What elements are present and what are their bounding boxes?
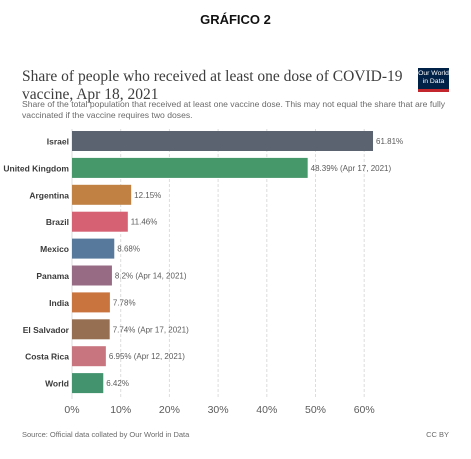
value-label: 7.74% (Apr 17, 2021): [113, 325, 189, 334]
our-world-in-data-logo[interactable]: Our World in Data: [418, 68, 449, 92]
logo-line-2: in Data: [422, 77, 445, 85]
category-label: Mexico: [40, 244, 69, 254]
bar: [72, 238, 115, 259]
category-label: Panama: [36, 271, 69, 281]
category-label: Argentina: [29, 190, 69, 200]
x-tick-label: 30%: [208, 404, 229, 416]
value-label: 8.68%: [117, 245, 140, 254]
x-tick-label: 20%: [159, 404, 180, 416]
bar: [72, 319, 110, 340]
value-label: 11.46%: [131, 218, 158, 227]
chart-subtitle: Share of the total population that recei…: [22, 99, 446, 120]
value-label: 6.42%: [106, 379, 129, 388]
category-label: Brazil: [46, 217, 69, 227]
x-tick-label: 10%: [110, 404, 131, 416]
value-label: 61.81%: [376, 137, 403, 146]
value-label: 7.78%: [113, 298, 136, 307]
bar: [72, 346, 106, 367]
category-label: Israel: [47, 137, 69, 147]
bar: [72, 265, 112, 286]
x-tick-label: 60%: [354, 404, 375, 416]
value-label: 6.95% (Apr 12, 2021): [109, 352, 185, 361]
value-label: 48.39% (Apr 17, 2021): [311, 164, 392, 173]
category-label: El Salvador: [23, 325, 70, 335]
category-label: India: [49, 298, 69, 308]
bar: [72, 184, 132, 205]
x-tick-label: 50%: [305, 404, 326, 416]
footer-source: Source: Official data collated by Our Wo…: [22, 430, 190, 439]
x-tick-label: 40%: [256, 404, 277, 416]
bar: [72, 131, 374, 151]
footer-license: CC BY: [426, 430, 449, 439]
chart-title: Share of people who received at least on…: [22, 68, 403, 103]
value-label: 8.2% (Apr 14, 2021): [115, 272, 187, 281]
bar: [72, 211, 128, 232]
bar: [72, 292, 110, 313]
category-label: United Kingdom: [3, 163, 69, 173]
bar: [72, 373, 104, 394]
category-label: Costa Rica: [25, 352, 69, 362]
bar: [72, 157, 308, 178]
x-tick-label: 0%: [64, 404, 79, 416]
logo-line-1: Our World: [418, 70, 449, 77]
value-label: 12.15%: [134, 191, 161, 200]
category-label: World: [45, 379, 69, 389]
page-heading: GRÁFICO 2: [200, 12, 271, 27]
